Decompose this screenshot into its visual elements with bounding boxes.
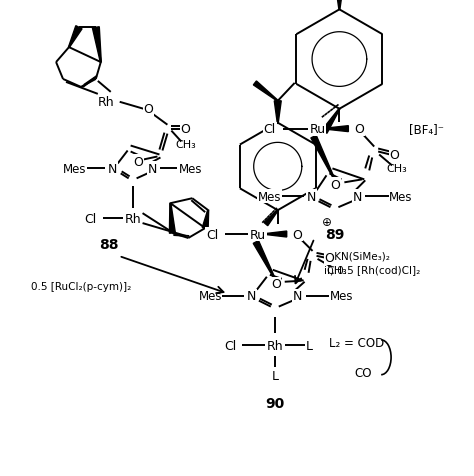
Polygon shape — [336, 0, 343, 10]
Text: O: O — [325, 252, 334, 265]
Polygon shape — [169, 204, 175, 234]
Text: Rh: Rh — [124, 212, 141, 225]
Text: 0.5 [RuCl₂(p-cym)]₂: 0.5 [RuCl₂(p-cym)]₂ — [31, 281, 131, 291]
Text: N: N — [148, 163, 157, 176]
Text: CH₃: CH₃ — [175, 139, 196, 149]
Polygon shape — [311, 136, 335, 180]
Polygon shape — [326, 127, 348, 132]
Text: [BF₄]⁻: [BF₄]⁻ — [410, 123, 445, 136]
Text: Cl: Cl — [224, 339, 236, 352]
Text: O: O — [389, 149, 399, 162]
Text: O: O — [271, 278, 281, 291]
Text: Mes: Mes — [258, 190, 282, 203]
Text: O: O — [181, 123, 190, 136]
Text: CO: CO — [354, 366, 372, 379]
Text: Ru: Ru — [250, 228, 266, 241]
Polygon shape — [322, 109, 340, 134]
Text: O: O — [134, 156, 144, 169]
Polygon shape — [92, 28, 101, 63]
Text: O: O — [144, 103, 154, 116]
Polygon shape — [264, 210, 278, 226]
Text: O: O — [355, 123, 364, 136]
Text: L: L — [271, 369, 278, 382]
Text: i) KN(SiMe₃)₂: i) KN(SiMe₃)₂ — [325, 251, 391, 261]
Text: Mes: Mes — [179, 163, 202, 176]
Text: Mes: Mes — [199, 289, 222, 303]
Text: Rh: Rh — [98, 96, 114, 109]
Text: Mes: Mes — [389, 190, 413, 203]
Text: Ru: Ru — [310, 123, 326, 136]
Text: N: N — [108, 163, 118, 176]
Text: 88: 88 — [99, 238, 118, 251]
Text: N: N — [293, 289, 302, 303]
Text: CH₃: CH₃ — [387, 164, 408, 174]
Text: ⊕: ⊕ — [321, 215, 331, 228]
Text: Cl: Cl — [206, 228, 218, 241]
Polygon shape — [254, 82, 278, 102]
Polygon shape — [274, 101, 281, 123]
Text: O: O — [293, 228, 302, 241]
Text: Cl: Cl — [85, 212, 97, 225]
Polygon shape — [69, 27, 82, 48]
Text: N: N — [307, 190, 316, 203]
Text: L₂ = COD: L₂ = COD — [329, 336, 385, 349]
Text: Rh: Rh — [266, 339, 283, 352]
Text: Mes: Mes — [329, 289, 353, 303]
Text: O: O — [330, 178, 340, 191]
Text: CH₃: CH₃ — [326, 265, 347, 275]
Polygon shape — [266, 231, 287, 238]
Text: 90: 90 — [265, 396, 284, 410]
Text: Cl: Cl — [264, 123, 276, 136]
Text: N: N — [247, 289, 256, 303]
Text: ii) 0.5 [Rh(cod)Cl]₂: ii) 0.5 [Rh(cod)Cl]₂ — [325, 264, 421, 274]
Text: Mes: Mes — [63, 163, 87, 176]
Text: 89: 89 — [325, 228, 344, 241]
Polygon shape — [253, 241, 275, 279]
Polygon shape — [202, 211, 209, 229]
Text: N: N — [353, 190, 362, 203]
Text: L: L — [306, 339, 313, 352]
